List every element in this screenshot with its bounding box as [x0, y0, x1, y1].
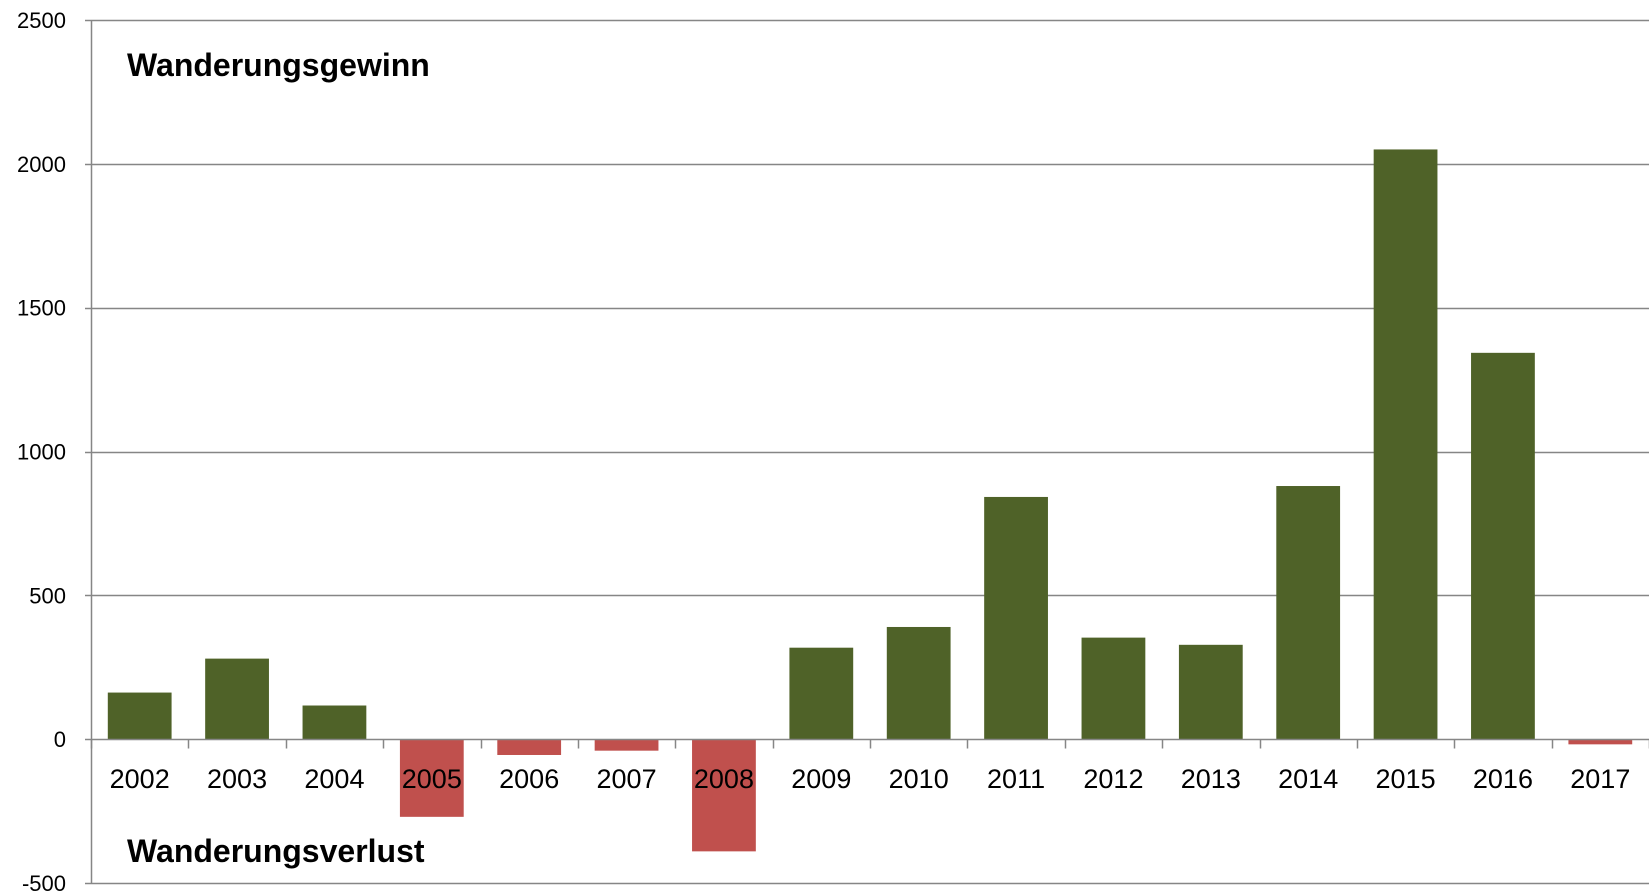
bar-2015: [1373, 149, 1438, 740]
y-tick-labels: -500 0 500 1000 1500 2000 2500: [17, 8, 66, 894]
bar-2013: [1178, 644, 1243, 740]
y-tick-label: 2500: [17, 8, 66, 33]
bar-2002: [107, 692, 172, 740]
x-tick-label: 2014: [1278, 764, 1338, 794]
x-tick-label: 2002: [110, 764, 170, 794]
bars: [107, 149, 1633, 852]
bar-2011: [984, 496, 1048, 740]
y-tick-label: -500: [22, 871, 66, 894]
x-tick-labels: 2002 2003 2004 2005 2006 2007 2008 2009 2010 2011…: [110, 764, 1631, 794]
y-tick-label: 1000: [17, 440, 66, 465]
x-tick-label: 2015: [1376, 764, 1436, 794]
x-tick-label: 2007: [597, 764, 657, 794]
annotation-loss: Wanderungsverlust: [127, 833, 425, 869]
x-tick-label: 2008: [694, 764, 754, 794]
bar-2006: [497, 739, 562, 755]
y-tick-label: 500: [29, 583, 66, 608]
annotation-gain: Wanderungsgewinn: [127, 47, 430, 83]
x-tick-label: 2009: [791, 764, 851, 794]
x-tick-label: 2011: [987, 764, 1045, 794]
x-tick-label: 2016: [1473, 764, 1533, 794]
bar-2014: [1276, 486, 1341, 740]
y-tick-label: 2000: [17, 152, 66, 177]
axes: [85, 19, 1649, 885]
y-tick-label: 1500: [17, 296, 66, 321]
x-tick-label: 2006: [499, 764, 559, 794]
bar-2009: [789, 647, 854, 740]
bar-2005: [399, 739, 464, 817]
x-tick-label: 2017: [1570, 764, 1630, 794]
bar-2017: [1568, 739, 1633, 745]
bar-2004: [302, 705, 367, 740]
bar-2008: [692, 739, 756, 852]
bar-2016: [1471, 352, 1535, 740]
x-tick-label: 2010: [889, 764, 949, 794]
y-tick-label: 0: [54, 727, 66, 752]
bar-2007: [594, 739, 659, 751]
bar-2012: [1081, 637, 1146, 740]
x-tick-label: 2003: [207, 764, 267, 794]
x-tick-label: 2004: [304, 764, 364, 794]
x-tick-label: 2005: [402, 764, 462, 794]
x-tick-label: 2013: [1181, 764, 1241, 794]
x-tick-label: 2012: [1083, 764, 1143, 794]
bar-2003: [205, 658, 269, 740]
gridlines: [91, 19, 1649, 885]
bar-2010: [886, 626, 951, 740]
